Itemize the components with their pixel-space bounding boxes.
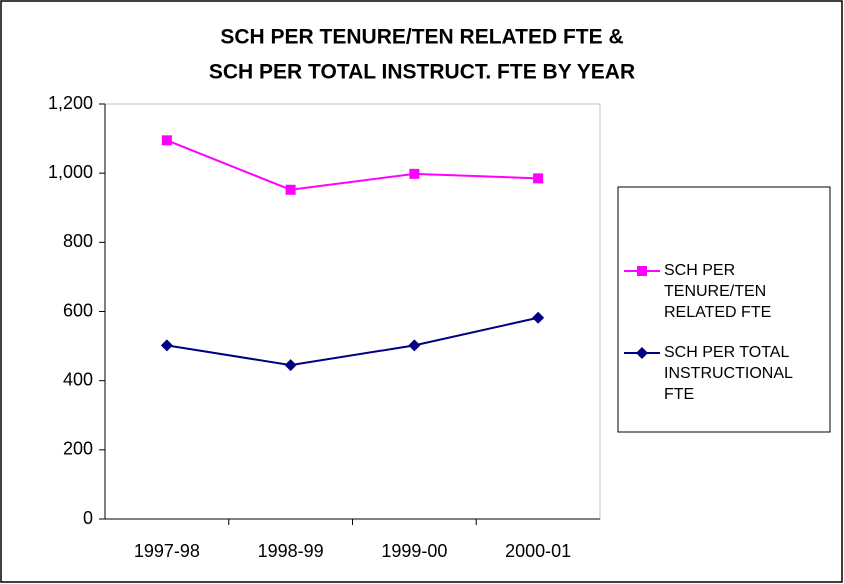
x-tick-label: 1997-98 — [134, 541, 200, 561]
legend-label: SCH PER TOTAL INSTRUCTIONAL FTE — [664, 344, 793, 403]
x-tick-label: 2000-01 — [505, 541, 571, 561]
marker — [160, 339, 173, 352]
x-tick-label: 1999-00 — [381, 541, 447, 561]
y-tick-label: 200 — [63, 439, 93, 459]
legend-marker — [636, 347, 648, 359]
y-tick-label: 400 — [63, 369, 93, 389]
chart-title: SCH PER TOTAL INSTRUCT. FTE BY YEAR — [209, 61, 635, 84]
y-tick-label: 0 — [83, 508, 93, 528]
chart-title: SCH PER TENURE/TEN RELATED FTE & — [220, 26, 623, 49]
y-tick-label: 1,000 — [48, 162, 93, 182]
legend-label: SCH PER TENURE/TEN RELATED FTE — [664, 262, 772, 321]
marker — [409, 168, 420, 179]
marker — [533, 173, 544, 184]
legend-box — [617, 186, 831, 433]
y-tick-label: 800 — [63, 231, 93, 251]
y-tick-label: 1,200 — [48, 93, 93, 113]
x-tick-label: 1998-99 — [258, 541, 324, 561]
marker — [161, 135, 172, 146]
legend-marker — [637, 266, 647, 276]
line — [166, 139, 539, 191]
marker — [285, 184, 296, 195]
marker — [284, 359, 297, 372]
marker — [408, 339, 421, 352]
marker — [532, 311, 545, 324]
line — [166, 316, 539, 367]
y-tick-label: 600 — [63, 300, 93, 320]
